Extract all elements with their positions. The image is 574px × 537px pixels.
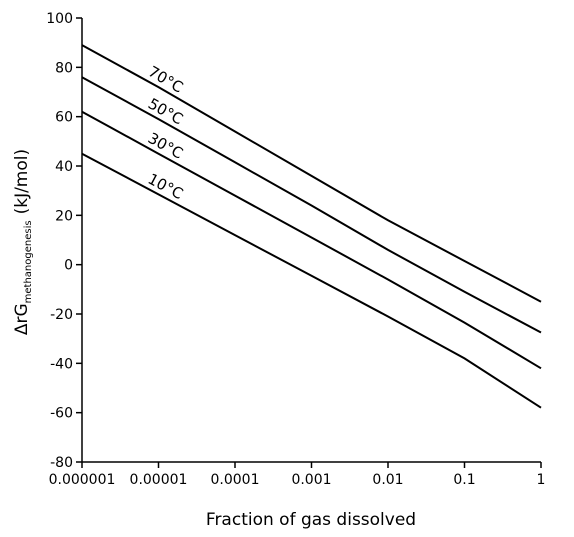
x-tick-label: 0.00001 [130, 472, 188, 488]
x-axis-label: Fraction of gas dissolved [206, 510, 416, 530]
axes [82, 18, 541, 462]
y-tick-label: -20 [50, 307, 73, 323]
y-tick-label: -40 [50, 356, 73, 372]
y-tick-label: 0 [64, 258, 73, 274]
y-axis-label: ΔrGmethanogenesis (kJ/mol) [12, 149, 34, 335]
y-tick-label: 60 [55, 110, 73, 126]
y-tick-label: 100 [46, 11, 73, 27]
x-tick-label: 0.000001 [49, 472, 116, 488]
y-tick-label: -60 [50, 406, 73, 422]
series-line [82, 77, 541, 332]
x-tick-label: 0.1 [453, 472, 475, 488]
y-axis-label-main: ΔrG [12, 303, 32, 335]
y-axis-label-sub: methanogenesis [23, 220, 34, 303]
y-tick-label: 40 [55, 159, 73, 175]
y-tick-label: 20 [55, 208, 73, 224]
x-axis-ticks: 0.000001 0.00001 0.0001 0.001 0.01 0.1 1 [49, 462, 546, 488]
y-tick-label: 80 [55, 60, 73, 76]
y-tick-label: -80 [50, 455, 73, 471]
series-line [82, 112, 541, 369]
x-tick-label: 0.01 [372, 472, 403, 488]
y-axis-ticks: -80 -60 -40 -20 0 20 40 60 80 100 [46, 11, 82, 471]
x-tick-label: 0.0001 [211, 472, 260, 488]
x-tick-label: 0.001 [291, 472, 331, 488]
x-tick-label: 1 [537, 472, 546, 488]
y-axis-label-unit: (kJ/mol) [12, 149, 32, 215]
series-line [82, 154, 541, 408]
